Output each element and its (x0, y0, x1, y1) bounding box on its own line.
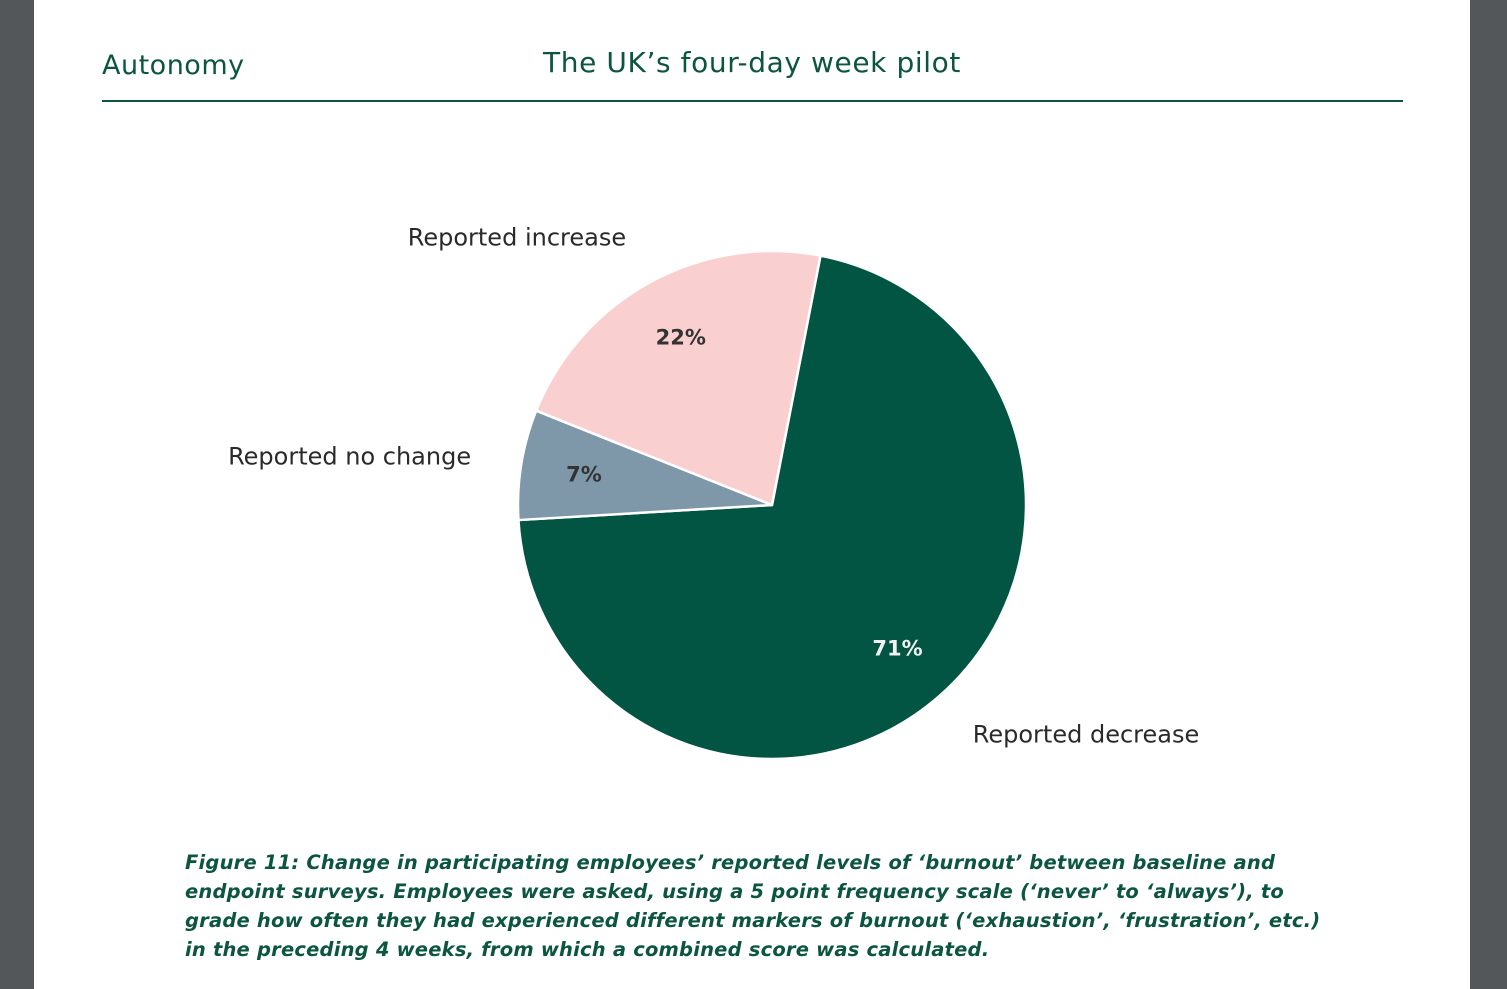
slice-category-label-reported-no-change: Reported no change (228, 442, 471, 470)
viewer-right-margin (1470, 0, 1507, 989)
pie-slice-reported-decrease (517, 254, 1028, 761)
figure-caption: Figure 11: Change in participating emplo… (185, 851, 1321, 961)
viewer-left-margin (0, 0, 34, 989)
pie-slice-reported-increase (534, 249, 822, 507)
slice-value-label-reported-increase: 22% (656, 326, 706, 350)
slice-category-label-reported-increase: Reported increase (408, 223, 626, 251)
pie-chart: 71% Reported decrease 7% Reported no change… (228, 223, 1199, 761)
slice-category-label-reported-decrease: Reported decrease (973, 720, 1199, 748)
section-heading: Autonomy (102, 50, 245, 81)
slice-value-label-reported-no-change: 7% (566, 463, 602, 487)
header-divider (102, 100, 1403, 102)
slice-value-label-reported-decrease: 71% (872, 636, 922, 660)
document-title: The UK’s four-day week pilot (543, 46, 961, 79)
pie-slice-reported-no-change (516, 409, 774, 522)
document-page: Autonomy The UK’s four-day week pilot 71… (34, 0, 1470, 989)
